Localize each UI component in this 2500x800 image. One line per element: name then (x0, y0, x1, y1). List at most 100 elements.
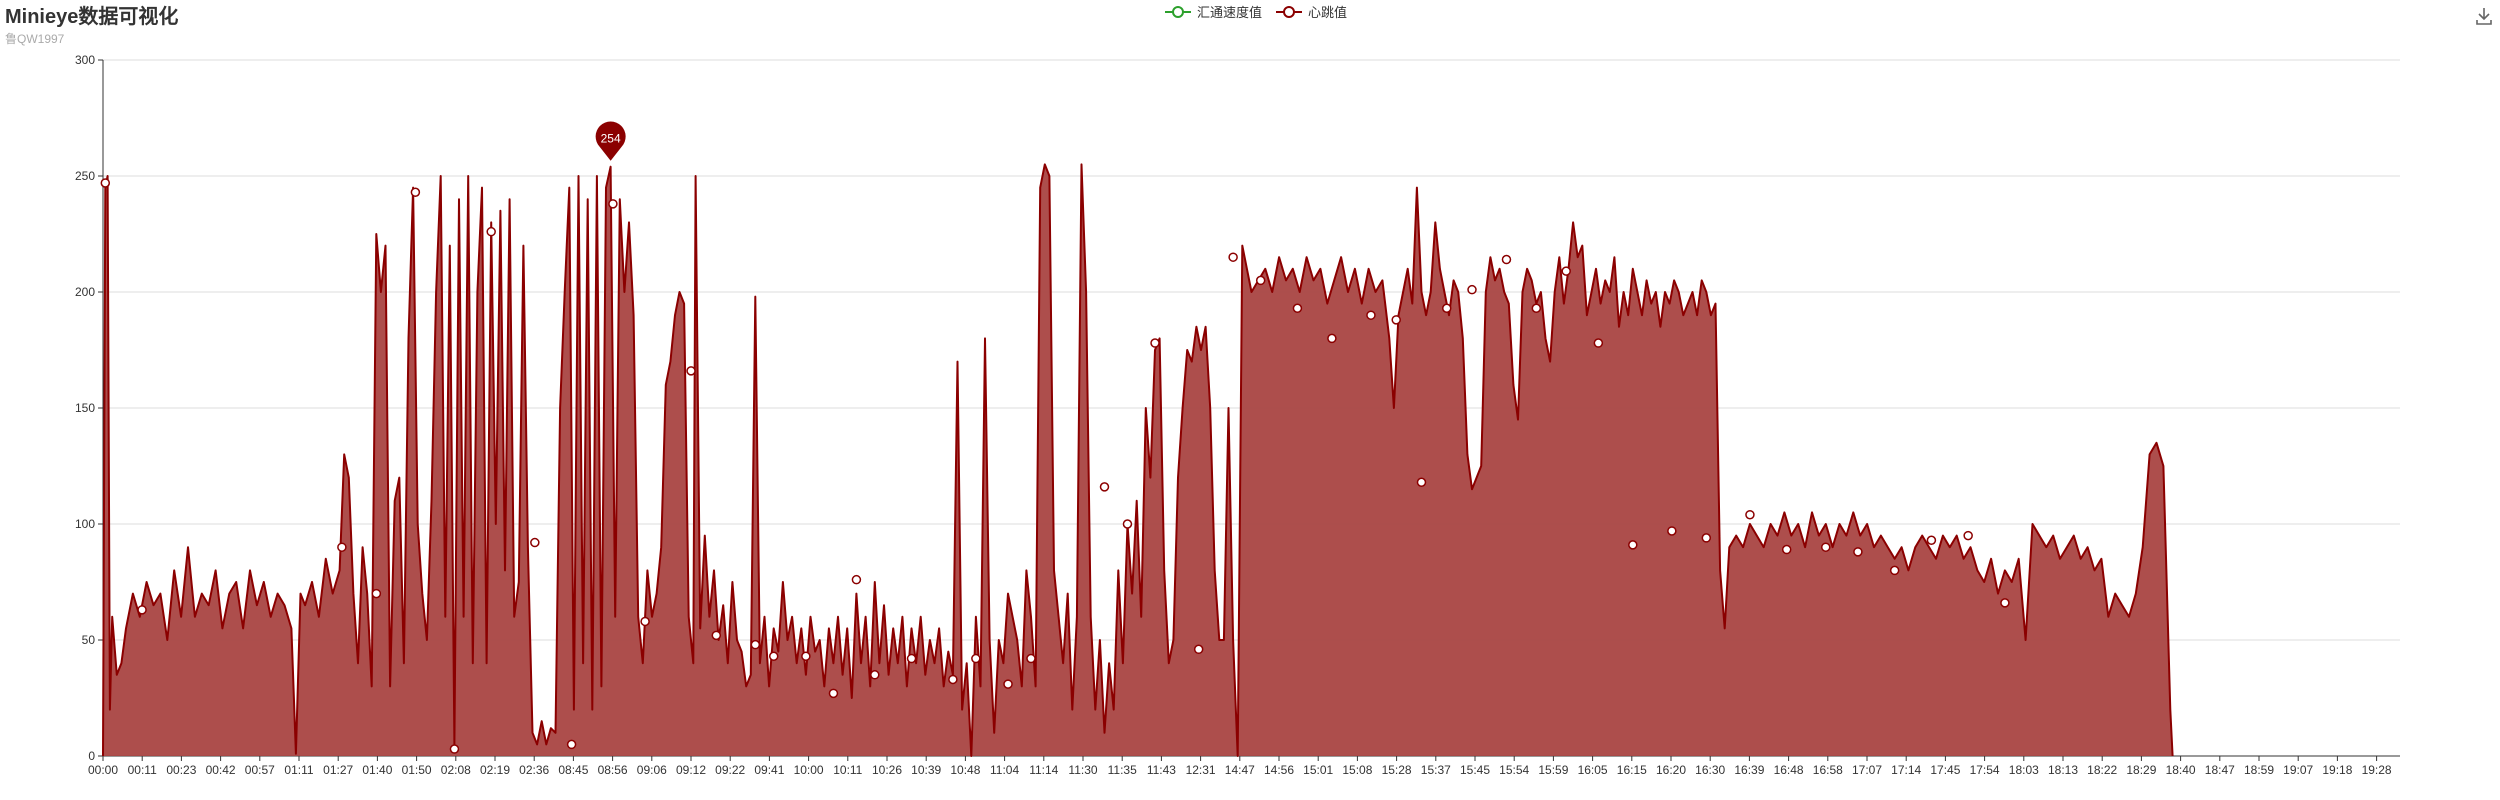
chart-title: Minieye数据可视化 (5, 6, 179, 28)
x-tick-label: 01:50 (402, 763, 432, 777)
data-point (2000, 598, 2010, 608)
x-tick-label: 00:00 (88, 763, 118, 777)
x-tick-label: 15:01 (1303, 763, 1333, 777)
download-icon[interactable] (2474, 6, 2494, 26)
x-tick-label: 18:40 (2166, 763, 2196, 777)
data-point (1391, 315, 1401, 325)
data-point (1628, 540, 1638, 550)
legend-item-heartbeat[interactable]: 心跳值 (1276, 2, 1347, 21)
x-tick-label: 16:58 (1813, 763, 1843, 777)
x-tick-label: 11:35 (1108, 763, 1137, 777)
x-tick-label: 18:22 (2087, 763, 2117, 777)
data-point (686, 366, 696, 376)
data-point (1292, 303, 1303, 313)
data-point (1228, 252, 1238, 262)
x-tick-label: 16:30 (1695, 763, 1725, 777)
x-tick-label: 10:00 (794, 763, 824, 777)
x-tick-label: 19:07 (2283, 763, 2313, 777)
x-tick-label: 16:15 (1617, 763, 1647, 777)
x-tick-label: 02:08 (441, 763, 471, 777)
data-point (100, 178, 111, 188)
y-tick-label: 0 (88, 749, 95, 763)
x-tick-label: 17:14 (1891, 763, 1921, 777)
data-point (768, 651, 779, 661)
data-point (1889, 565, 1900, 576)
legend-swatch-heartbeat-icon (1276, 5, 1303, 18)
x-tick-label: 17:45 (1930, 763, 1960, 777)
x-tick-label: 15:08 (1342, 763, 1372, 777)
x-tick-label: 11:14 (1029, 763, 1058, 777)
data-point (870, 670, 880, 680)
x-tick-label: 09:12 (676, 763, 706, 777)
x-tick-label: 14:56 (1264, 763, 1294, 777)
data-markers (100, 178, 2010, 754)
legend-label-speed: 汇通速度值 (1197, 5, 1263, 20)
y-axis: 0 50 100 150 200 250 300 (75, 53, 104, 763)
series-heartbeat (102, 163, 2174, 757)
x-tick-label: 12:31 (1186, 763, 1216, 777)
data-point (1745, 509, 1755, 520)
data-point (1853, 547, 1863, 557)
x-tick-label: 09:41 (754, 763, 784, 777)
x-tick-label: 18:47 (2205, 763, 2235, 777)
x-tick-label: 15:45 (1460, 763, 1490, 777)
data-point (1416, 477, 1427, 487)
data-point (711, 630, 722, 641)
data-point (801, 651, 811, 661)
data-point (1099, 482, 1110, 492)
data-point (410, 187, 421, 197)
x-axis: 00:00 00:11 00:23 00:42 00:57 01:11 01:27 01:40… (88, 755, 2400, 777)
x-tick-label: 18:29 (2126, 763, 2156, 777)
x-tick-label: 16:05 (1578, 763, 1608, 777)
data-point (371, 588, 382, 599)
x-tick-label: 18:13 (2048, 763, 2078, 777)
x-tick-label: 17:54 (1970, 763, 2000, 777)
data-point (971, 653, 981, 664)
x-tick-label: 11:04 (990, 763, 1019, 777)
x-tick-label: 02:36 (519, 763, 549, 777)
data-point (1366, 310, 1376, 320)
data-point (337, 542, 347, 552)
data-point (530, 537, 540, 548)
data-point (1501, 254, 1512, 265)
legend-item-speed[interactable]: 汇通速度值 (1165, 2, 1262, 21)
x-tick-label: 09:22 (715, 763, 745, 777)
data-point (1026, 653, 1036, 664)
data-point (1327, 333, 1337, 344)
x-tick-label: 02:19 (480, 763, 510, 777)
data-point (1667, 526, 1677, 536)
series-line (102, 163, 2174, 757)
max-value-pin: 254 (595, 121, 626, 161)
x-tick-label: 15:37 (1421, 763, 1451, 777)
x-tick-label: 10:48 (950, 763, 980, 777)
x-tick-label: 15:59 (1538, 763, 1568, 777)
data-point (449, 744, 460, 754)
x-tick-label: 10:39 (911, 763, 941, 777)
x-tick-label: 15:54 (1499, 763, 1529, 777)
series-area (103, 164, 2173, 756)
max-pin-label: 254 (601, 132, 621, 146)
data-point (828, 688, 839, 699)
data-point (1531, 303, 1542, 313)
x-tick-label: 14:47 (1225, 763, 1255, 777)
x-tick-label: 10:11 (833, 763, 862, 777)
legend-swatch-speed-icon (1165, 5, 1191, 18)
x-tick-label: 10:26 (872, 763, 902, 777)
y-tick-label: 200 (75, 285, 95, 299)
x-tick-label: 01:27 (323, 763, 353, 777)
y-tick-label: 150 (75, 401, 95, 415)
x-tick-label: 17:07 (1852, 763, 1882, 777)
data-point (1561, 266, 1571, 276)
data-point (1963, 530, 1973, 541)
x-tick-label: 16:39 (1734, 763, 1764, 777)
x-tick-label: 19:28 (2362, 763, 2392, 777)
data-point (1003, 679, 1013, 689)
x-tick-label: 11:30 (1068, 763, 1097, 777)
y-tick-label: 50 (82, 633, 96, 647)
data-point (486, 226, 496, 237)
data-point (566, 739, 577, 750)
x-tick-label: 16:48 (1774, 763, 1804, 777)
x-tick-label: 01:11 (284, 763, 313, 777)
data-point (1781, 544, 1792, 555)
data-point (1150, 338, 1160, 348)
